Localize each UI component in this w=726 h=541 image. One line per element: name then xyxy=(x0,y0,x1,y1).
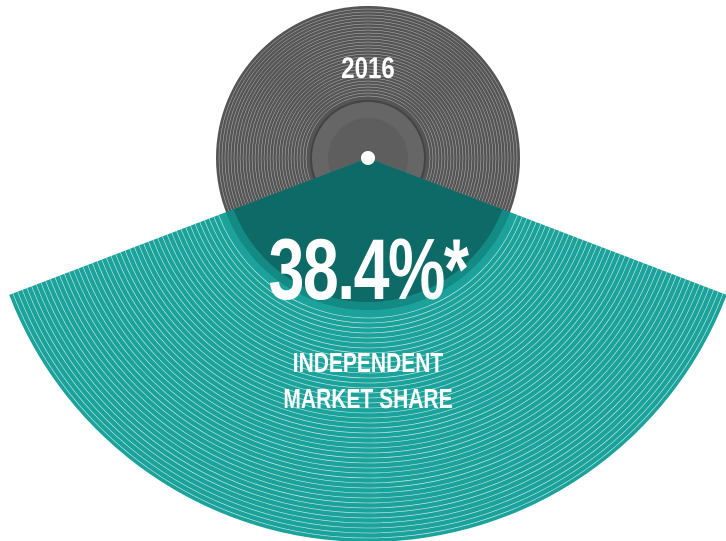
groove xyxy=(22,158,714,504)
groove xyxy=(122,158,614,404)
slice-on-record xyxy=(216,158,520,310)
groove xyxy=(162,158,574,364)
groove xyxy=(77,158,659,449)
groove xyxy=(187,158,549,339)
groove xyxy=(42,158,694,484)
category-label: INDEPENDENT MARKET SHARE xyxy=(283,347,453,414)
groove xyxy=(0,0,726,528)
groove xyxy=(97,158,639,429)
groove xyxy=(92,158,644,434)
slice-rim xyxy=(216,158,520,310)
groove xyxy=(112,158,624,414)
groove xyxy=(167,158,569,359)
groove xyxy=(172,158,564,354)
spindle xyxy=(361,151,375,165)
groove xyxy=(147,158,589,379)
groove xyxy=(37,158,699,489)
groove xyxy=(127,158,609,399)
groove xyxy=(82,158,654,444)
groove xyxy=(62,158,674,464)
value-label: 38.4%* xyxy=(268,222,468,318)
slice xyxy=(9,158,726,541)
groove xyxy=(197,158,539,329)
groove xyxy=(9,158,726,519)
groove xyxy=(157,158,579,369)
groove xyxy=(87,158,649,439)
groove xyxy=(117,158,619,409)
groove xyxy=(102,158,634,424)
groove xyxy=(9,158,726,524)
groove xyxy=(67,158,669,459)
groove xyxy=(32,158,704,494)
groove xyxy=(152,158,584,374)
groove xyxy=(57,158,679,469)
groove xyxy=(202,158,534,324)
groove xyxy=(132,158,604,394)
chart-title: 2016 xyxy=(341,52,395,85)
groove xyxy=(47,158,689,479)
groove xyxy=(137,158,599,389)
groove xyxy=(12,158,724,514)
groove xyxy=(72,158,664,454)
groove xyxy=(17,158,719,509)
groove xyxy=(52,158,684,474)
groove xyxy=(177,158,559,349)
groove xyxy=(182,158,554,344)
groove xyxy=(27,158,709,499)
groove xyxy=(207,158,529,319)
groove xyxy=(142,158,594,384)
groove xyxy=(107,158,629,419)
groove xyxy=(192,158,544,334)
